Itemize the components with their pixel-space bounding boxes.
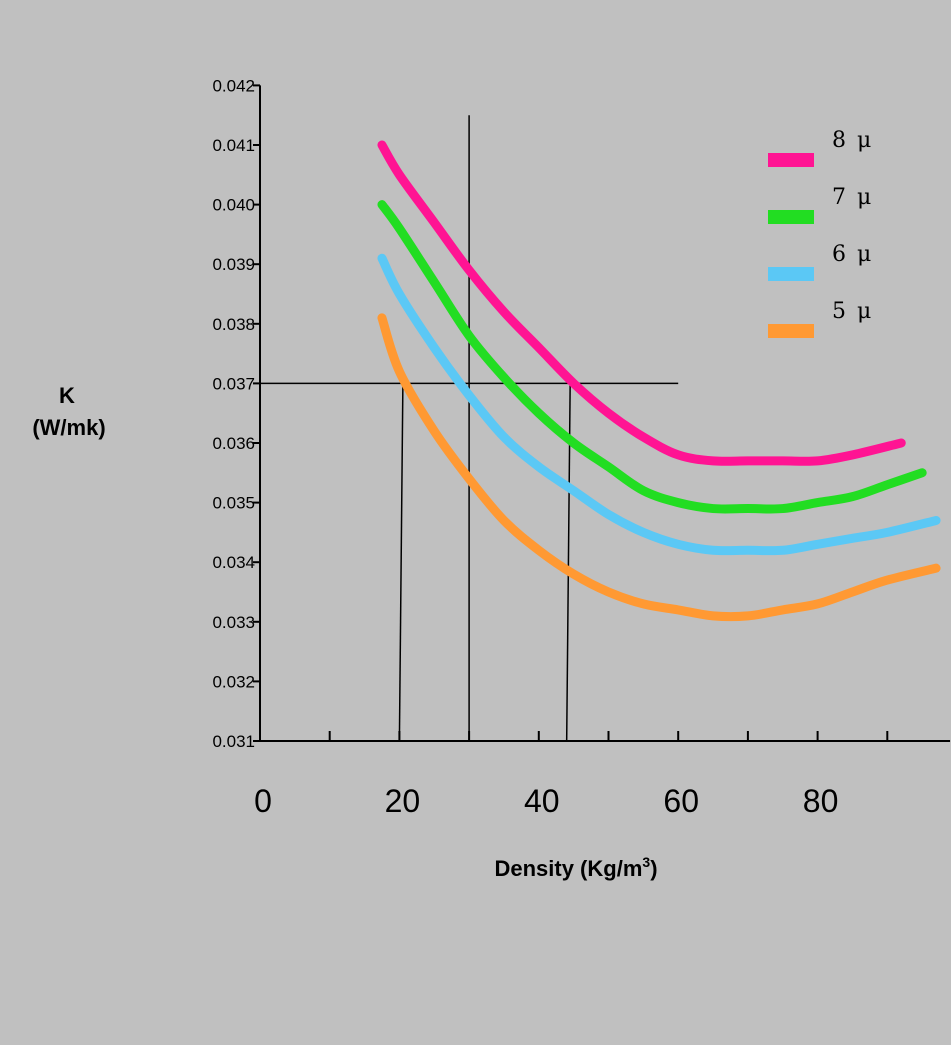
y-tick-label: 0.033 (212, 613, 255, 632)
x-tick-label: 40 (524, 783, 560, 819)
legend-label: 7 μ (832, 185, 871, 210)
y-tick-label: 0.036 (212, 434, 255, 453)
y-tick-label: 0.038 (212, 315, 255, 334)
legend: 8 μ 7 μ 6 μ 5 μ (768, 128, 871, 338)
x-tick-label: 0 (254, 783, 272, 819)
y-tick-label: 0.034 (212, 553, 255, 572)
legend-label: 5 μ (832, 299, 871, 324)
y-tick-label: 0.040 (212, 196, 255, 215)
x-axis-label-superscript: 3 (642, 854, 650, 870)
x-axis-label: Density (Kg/m3) (494, 854, 657, 881)
legend-swatch (768, 267, 814, 281)
y-tick-label: 0.037 (212, 374, 255, 393)
y-axis-label-line1: K (59, 383, 75, 408)
series-layer (377, 140, 941, 622)
series-line-2 (377, 200, 927, 514)
legend-swatch (768, 210, 814, 224)
x-tick-label: 60 (663, 783, 699, 819)
x-axis-label-close: ) (650, 856, 657, 881)
x-tick-label: 20 (385, 783, 421, 819)
x-ticks: 0 20 40 60 80 (254, 731, 889, 819)
y-tick-label: 0.041 (212, 136, 255, 155)
y-ticks: 0.031 0.032 0.033 0.034 0.035 0.036 0.037 0.038… (212, 76, 260, 751)
y-tick-label: 0.031 (212, 732, 255, 751)
series-line-1 (377, 140, 906, 466)
y-tick-label: 0.035 (212, 494, 255, 513)
legend-label: 6 μ (832, 242, 871, 267)
series-line-3 (377, 253, 941, 556)
y-tick-label: 0.039 (212, 255, 255, 274)
x-axis-label-main: Density (Kg/m (494, 856, 642, 881)
reference-lines (260, 115, 679, 742)
x-tick-label: 80 (803, 783, 839, 819)
legend-swatch (768, 153, 814, 167)
axes (259, 85, 951, 742)
reference-line-vertical (398, 383, 404, 742)
series-line-4 (377, 313, 941, 622)
y-tick-label: 0.032 (212, 672, 255, 691)
legend-label: 8 μ (832, 128, 871, 153)
y-tick-label: 0.042 (212, 76, 255, 95)
legend-swatch (768, 324, 814, 338)
y-axis-label-line2: (W/mk) (32, 415, 105, 440)
